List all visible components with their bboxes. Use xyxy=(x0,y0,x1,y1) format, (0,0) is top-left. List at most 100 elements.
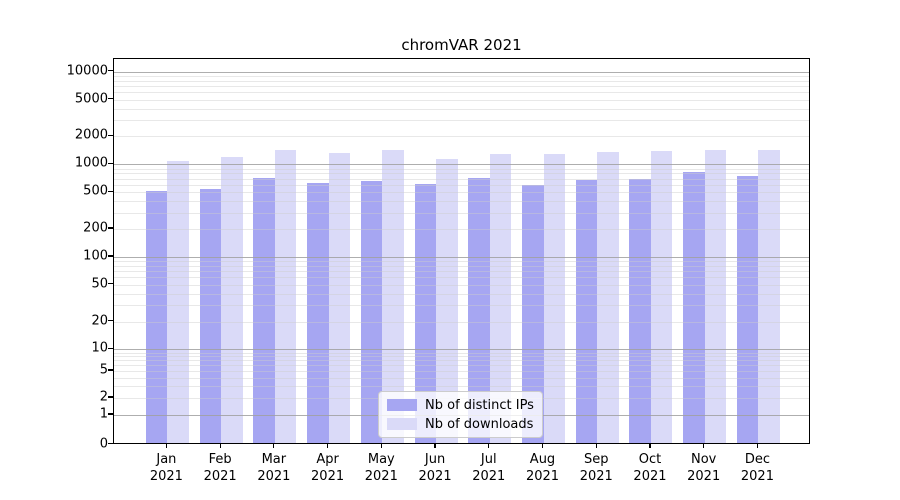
y-tick-mark-1000 xyxy=(108,162,113,164)
y-tick-label-1: 1 xyxy=(99,406,108,422)
gridline-80 xyxy=(114,265,809,267)
y-tick-label-10: 10 xyxy=(91,340,108,356)
y-tick-label-1000: 1000 xyxy=(74,155,108,171)
gridline-5000 xyxy=(114,99,809,101)
gridline-8 xyxy=(114,356,809,358)
y-tick-label-50: 50 xyxy=(91,276,108,292)
x-tick-label-sep-2021: Sep 2021 xyxy=(579,452,613,484)
gridline-500 xyxy=(114,192,809,194)
y-tick-label-2000: 2000 xyxy=(74,127,108,143)
y-tick-label-5: 5 xyxy=(99,362,108,378)
x-tick-mark-mar xyxy=(273,444,275,448)
bar-distinct-ips-aug-2021 xyxy=(522,184,544,443)
gridline-100 xyxy=(114,257,809,258)
gridline-1000 xyxy=(114,164,809,166)
gridline-8000 xyxy=(114,80,809,82)
y-tick-label-10000: 10000 xyxy=(66,63,108,79)
x-tick-label-nov-2021: Nov 2021 xyxy=(687,452,721,484)
gridline-900 xyxy=(114,168,809,170)
y-tick-mark-1 xyxy=(108,413,113,415)
x-tick-label-jul-2021: Jul 2021 xyxy=(472,452,506,484)
bars-layer xyxy=(114,59,809,443)
x-tick-label-apr-2021: Apr 2021 xyxy=(311,452,345,484)
gridline-7000 xyxy=(114,86,809,88)
y-tick-mark-10 xyxy=(108,347,113,349)
gridline-700 xyxy=(114,178,809,180)
x-tick-label-oct-2021: Oct 2021 xyxy=(633,452,667,484)
legend-label-downloads: Nb of downloads xyxy=(425,416,534,432)
x-tick-label-mar-2021: Mar 2021 xyxy=(257,452,291,484)
gridline-3 xyxy=(114,386,809,388)
plot-area xyxy=(113,58,810,444)
bar-downloads-jan-2021 xyxy=(167,161,189,443)
y-tick-label-200: 200 xyxy=(83,220,108,236)
gridline-30 xyxy=(114,305,809,307)
bar-distinct-ips-sep-2021 xyxy=(575,180,598,443)
y-tick-label-0: 0 xyxy=(99,436,108,451)
bar-distinct-ips-dec-2021 xyxy=(736,176,759,443)
gridline-20 xyxy=(114,321,809,323)
x-tick-mark-sep xyxy=(595,444,597,448)
bar-distinct-ips-nov-2021 xyxy=(683,172,705,443)
x-tick-mark-jul xyxy=(488,444,490,448)
gridline-4000 xyxy=(114,108,809,110)
x-tick-mark-may xyxy=(380,444,382,448)
legend-row-distinct-ips: Nb of distinct IPs xyxy=(387,398,534,413)
bar-distinct-ips-jan-2021 xyxy=(145,190,168,443)
bar-downloads-dec-2021 xyxy=(758,149,780,443)
bar-downloads-mar-2021 xyxy=(274,149,297,443)
bar-downloads-jul-2021 xyxy=(489,153,512,443)
gridline-9 xyxy=(114,352,809,354)
y-tick-mark-100 xyxy=(108,255,113,257)
gridline-9000 xyxy=(114,75,809,77)
y-tick-mark-0 xyxy=(108,442,113,445)
gridline-2000 xyxy=(114,136,809,138)
bar-distinct-ips-apr-2021 xyxy=(307,183,329,443)
y-tick-label-20: 20 xyxy=(91,313,108,328)
y-tick-mark-20 xyxy=(108,319,113,322)
x-tick-label-dec-2021: Dec 2021 xyxy=(740,452,774,484)
x-tick-mark-jun xyxy=(434,444,436,448)
x-tick-label-jun-2021: Jun 2021 xyxy=(418,452,452,484)
legend-swatch-distinct-ips xyxy=(387,399,417,411)
bar-distinct-ips-jul-2021 xyxy=(468,177,490,443)
legend: Nb of distinct IPs Nb of downloads xyxy=(378,391,543,438)
gridline-800 xyxy=(114,173,809,175)
gridline-70 xyxy=(114,271,809,273)
x-tick-label-may-2021: May 2021 xyxy=(364,452,398,484)
gridline-600 xyxy=(114,184,809,186)
gridline-7 xyxy=(114,360,809,362)
bar-downloads-apr-2021 xyxy=(328,153,351,443)
x-tick-mark-feb xyxy=(219,444,221,448)
gridline-3000 xyxy=(114,120,809,122)
bar-downloads-feb-2021 xyxy=(221,156,243,443)
gridline-50 xyxy=(114,284,809,286)
bar-distinct-ips-may-2021 xyxy=(360,181,383,443)
x-tick-mark-oct xyxy=(649,444,651,448)
y-tick-mark-500 xyxy=(108,190,113,192)
bar-distinct-ips-oct-2021 xyxy=(629,179,651,443)
y-tick-mark-5000 xyxy=(108,97,113,100)
legend-label-distinct-ips: Nb of distinct IPs xyxy=(425,397,534,413)
bar-downloads-oct-2021 xyxy=(650,151,673,443)
y-tick-mark-200 xyxy=(108,227,113,229)
x-tick-mark-aug xyxy=(541,444,544,448)
x-tick-label-jan-2021: Jan 2021 xyxy=(149,452,183,484)
gridline-4 xyxy=(114,377,809,379)
bar-downloads-nov-2021 xyxy=(704,149,727,443)
legend-row-downloads: Nb of downloads xyxy=(387,417,534,432)
x-tick-mark-apr xyxy=(326,444,329,448)
gridline-400 xyxy=(114,201,809,203)
gridline-10 xyxy=(114,349,809,351)
bar-distinct-ips-feb-2021 xyxy=(199,189,222,443)
x-tick-mark-jan xyxy=(165,444,167,448)
bar-distinct-ips-mar-2021 xyxy=(253,178,275,443)
y-tick-mark-10000 xyxy=(108,70,113,72)
gridline-90 xyxy=(114,261,809,263)
legend-swatch-downloads xyxy=(387,418,417,430)
bar-distinct-ips-jun-2021 xyxy=(414,184,437,443)
gridline-200 xyxy=(114,229,809,231)
